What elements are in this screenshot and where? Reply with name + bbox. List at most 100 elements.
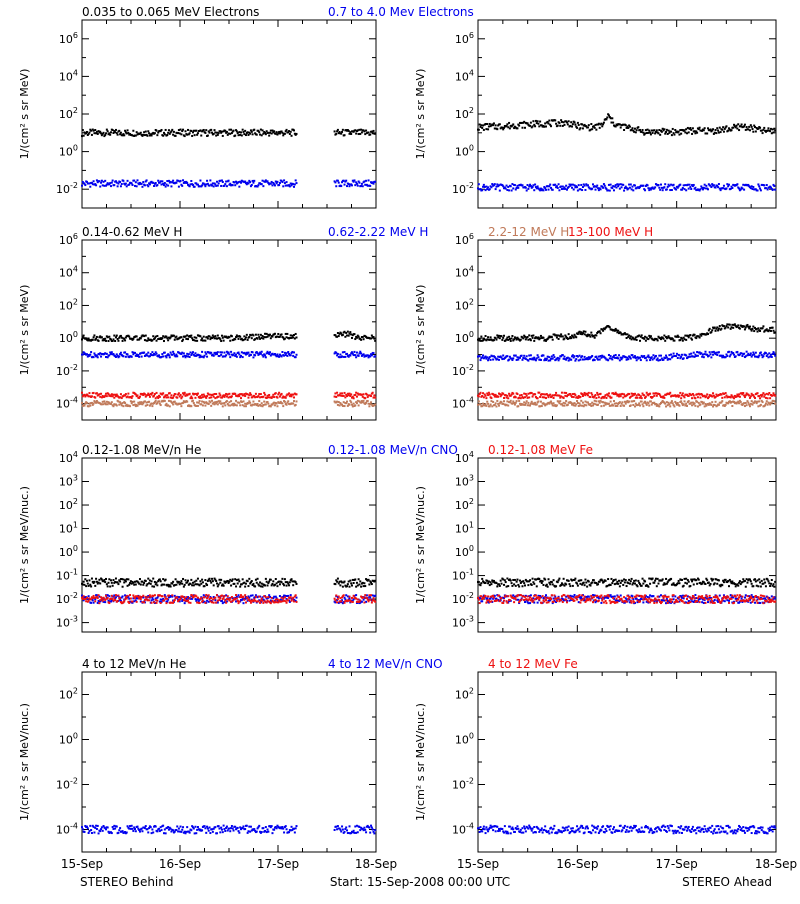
- data-point-protons-behind-s0-36-1: [231, 335, 233, 337]
- data-point-protons-behind-s3-40-4: [250, 394, 252, 396]
- data-point-electrons-ahead-s0-38-3: [639, 129, 641, 131]
- y-tick-label-he_cno_fe_low-behind--3: 10-3: [56, 615, 78, 630]
- title-label-protons-3: 13-100 MeV H: [568, 225, 653, 239]
- data-point-protons-behind-s2-0-3: [83, 405, 85, 407]
- data-point-electrons-behind-s1-20-4: [167, 185, 169, 187]
- y-tick-label-electrons-behind-4: 104: [59, 68, 78, 83]
- data-point-protons-ahead-s0-44-3: [664, 340, 666, 342]
- data-point-electrons-ahead-s1-57-4: [720, 189, 722, 191]
- data-point-electrons-behind-s1-14-3: [141, 186, 143, 188]
- title-label-electrons-1: 0.7 to 4.0 Mev Electrons: [328, 5, 474, 19]
- data-point-protons-ahead-s0-25-3: [584, 331, 586, 333]
- data-point-protons-behind-s1-22-0: [172, 351, 174, 353]
- data-point-protons-ahead-s2-18-4: [556, 404, 558, 406]
- data-point-electrons-ahead-s1-8-2: [512, 187, 514, 189]
- data-point-electrons-ahead-s1-0-1: [478, 183, 480, 185]
- data-point-protons-ahead-s2-65-2: [751, 404, 753, 406]
- data-point-he_cno_fe_low-behind-s0-20-1: [165, 579, 167, 581]
- data-point-protons-ahead-s0-11-2: [525, 338, 527, 340]
- data-point-protons-ahead-s2-25-4: [585, 404, 587, 406]
- data-point-protons-ahead-s0-47-4: [678, 336, 680, 338]
- data-point-protons-behind-s1-70-4: [374, 355, 376, 357]
- data-point-protons-ahead-s3-51-0: [691, 397, 693, 399]
- data-point-protons-ahead-s0-42-4: [657, 339, 659, 341]
- data-point-protons-ahead-s0-55-3: [710, 331, 712, 333]
- data-point-he_cno_fe_low-behind-s1-24-4: [184, 602, 186, 604]
- data-point-protons-behind-s3-45-1: [268, 394, 270, 396]
- data-point-protons-ahead-s3-48-1: [679, 392, 681, 394]
- data-point-protons-ahead-s3-62-2: [739, 396, 741, 398]
- data-point-electrons-ahead-s0-17-0: [548, 120, 550, 122]
- data-point-protons-behind-s0-13-1: [136, 335, 138, 337]
- data-point-protons-behind-s1-43-2: [261, 351, 263, 353]
- data-point-protons-behind-s2-37-2: [236, 404, 238, 406]
- data-point-protons-ahead-s1-14-1: [537, 354, 539, 356]
- data-point-protons-behind-s3-44-1: [264, 394, 266, 396]
- data-point-he_cno_fe_low-behind-s0-24-0: [180, 580, 182, 582]
- data-point-he_cno_fe_low-behind-s0-28-0: [197, 578, 199, 580]
- data-point-protons-behind-s0-47-2: [277, 333, 279, 335]
- data-point-electrons-behind-s0-17-3: [154, 132, 156, 134]
- data-point-protons-behind-s0-42-3: [257, 334, 259, 336]
- data-point-protons-behind-s1-20-0: [164, 352, 166, 354]
- data-point-electrons-behind-s0-22-3: [175, 135, 177, 137]
- data-point-protons-ahead-s1-59-4: [728, 351, 730, 353]
- data-point-protons-behind-s1-64-0: [346, 353, 348, 355]
- data-point-protons-ahead-s2-12-2: [529, 405, 531, 407]
- data-point-protons-behind-s3-13-2: [136, 394, 138, 396]
- data-point-protons-behind-s1-32-4: [217, 351, 219, 353]
- data-point-electrons-ahead-s1-8-4: [514, 184, 516, 186]
- data-point-he_cno_fe_low-behind-s2-10-1: [123, 600, 125, 602]
- data-point-protons-behind-s1-48-2: [281, 351, 283, 353]
- data-point-protons-ahead-s2-36-0: [628, 401, 630, 403]
- data-point-protons-ahead-s3-13-0: [532, 396, 534, 398]
- data-point-protons-ahead-s0-49-3: [685, 339, 687, 341]
- data-point-protons-behind-s2-51-3: [295, 404, 297, 406]
- data-point-electrons-ahead-s0-53-4: [703, 129, 705, 131]
- data-point-electrons-ahead-s0-65-3: [752, 131, 754, 133]
- data-point-he_cno_fe_low-behind-s0-30-1: [206, 584, 208, 586]
- data-point-electrons-ahead-s0-2-1: [486, 123, 488, 125]
- data-point-protons-ahead-s0-51-0: [691, 339, 693, 341]
- data-point-electrons-ahead-s1-7-4: [510, 185, 512, 187]
- data-point-he_cno_fe_low-behind-s0-61-3: [336, 581, 338, 583]
- data-point-he_cno_fe_low-behind-s0-37-4: [238, 579, 240, 581]
- data-point-protons-ahead-s1-42-0: [653, 357, 655, 359]
- data-point-electrons-behind-s1-31-4: [213, 185, 215, 187]
- data-point-electrons-ahead-s1-66-4: [757, 183, 759, 185]
- data-point-he_cno_fe_low-behind-s1-2-1: [90, 602, 92, 604]
- data-point-electrons-ahead-s0-4-1: [495, 124, 497, 126]
- data-point-protons-ahead-s0-44-1: [663, 338, 665, 340]
- data-point-protons-ahead-s2-38-3: [639, 405, 641, 407]
- data-point-protons-ahead-s2-20-4: [564, 402, 566, 404]
- data-point-electrons-ahead-s0-62-4: [741, 123, 743, 125]
- data-point-electrons-ahead-s0-5-1: [499, 123, 501, 125]
- data-point-he_cno_fe_low-behind-s2-11-2: [128, 602, 130, 604]
- data-point-electrons-ahead-s0-21-2: [567, 123, 569, 125]
- data-point-protons-ahead-s1-66-1: [755, 352, 757, 354]
- data-point-electrons-ahead-s0-54-3: [706, 132, 708, 134]
- y-tick-label-protons-ahead--2: 10-2: [452, 363, 474, 378]
- data-point-protons-behind-s1-3-4: [97, 356, 99, 358]
- data-point-he_cno_fe_low-behind-s0-40-0: [247, 580, 249, 582]
- y-tick-label-he_cno_fe_low-behind--1: 10-1: [56, 568, 78, 583]
- data-point-protons-ahead-s1-27-1: [591, 355, 593, 357]
- data-point-electrons-behind-s0-63-2: [344, 134, 346, 136]
- data-point-electrons-ahead-s1-34-1: [621, 186, 623, 188]
- data-point-protons-behind-s1-19-3: [162, 355, 164, 357]
- data-point-protons-behind-s2-22-2: [174, 401, 176, 403]
- data-point-protons-behind-s2-49-2: [286, 404, 288, 406]
- data-point-protons-behind-s2-25-2: [186, 401, 188, 403]
- data-point-he_cno_fe_low-behind-s0-8-4: [117, 583, 119, 585]
- data-point-electrons-ahead-s0-59-1: [725, 125, 727, 127]
- data-point-electrons-behind-s0-24-0: [180, 133, 182, 135]
- data-point-protons-behind-s3-12-0: [131, 397, 133, 399]
- data-point-electrons-behind-s1-67-4: [362, 185, 364, 187]
- data-point-protons-behind-s3-22-3: [175, 393, 177, 395]
- data-point-electrons-behind-s0-5-1: [103, 132, 105, 134]
- data-point-electrons-behind-s0-30-2: [207, 135, 209, 137]
- data-point-electrons-ahead-s0-58-1: [721, 129, 723, 131]
- data-point-protons-behind-s1-32-3: [216, 353, 218, 355]
- data-point-he_cno_fe_low-behind-s0-61-4: [337, 578, 339, 580]
